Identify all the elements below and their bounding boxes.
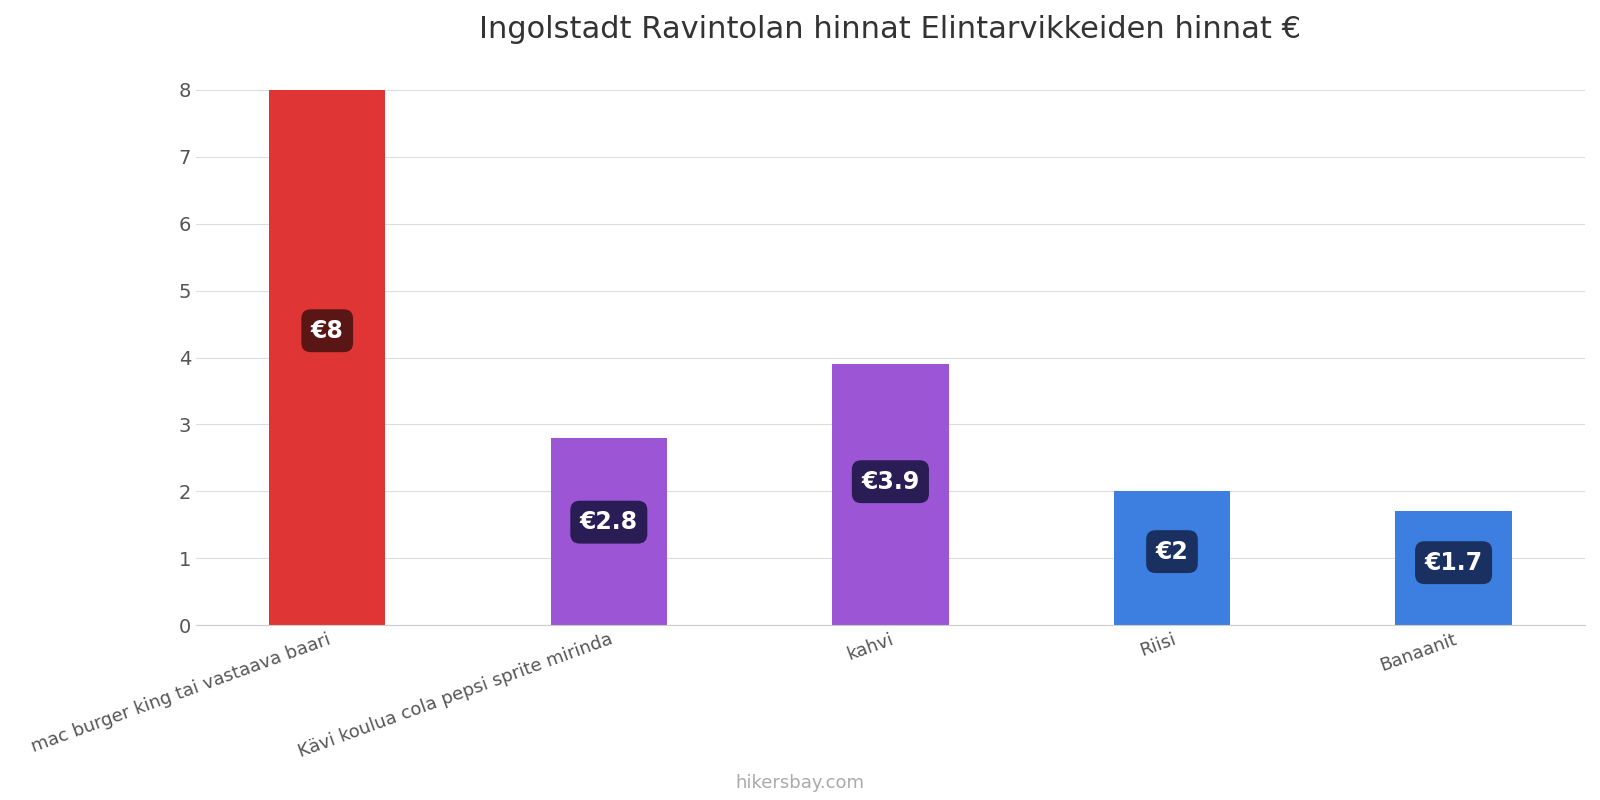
Bar [1395, 511, 1512, 626]
Title: Ingolstadt Ravintolan hinnat Elintarvikkeiden hinnat €: Ingolstadt Ravintolan hinnat Elintarvikk… [480, 15, 1301, 44]
Bar [1114, 491, 1230, 626]
Text: hikersbay.com: hikersbay.com [736, 774, 864, 792]
Text: €2.8: €2.8 [579, 510, 638, 534]
Bar [269, 90, 386, 626]
Text: €8: €8 [310, 318, 344, 342]
Text: €2: €2 [1155, 540, 1189, 564]
Text: €3.9: €3.9 [861, 470, 920, 494]
Text: €1.7: €1.7 [1424, 550, 1483, 574]
Bar [550, 438, 667, 626]
Bar [832, 364, 949, 626]
